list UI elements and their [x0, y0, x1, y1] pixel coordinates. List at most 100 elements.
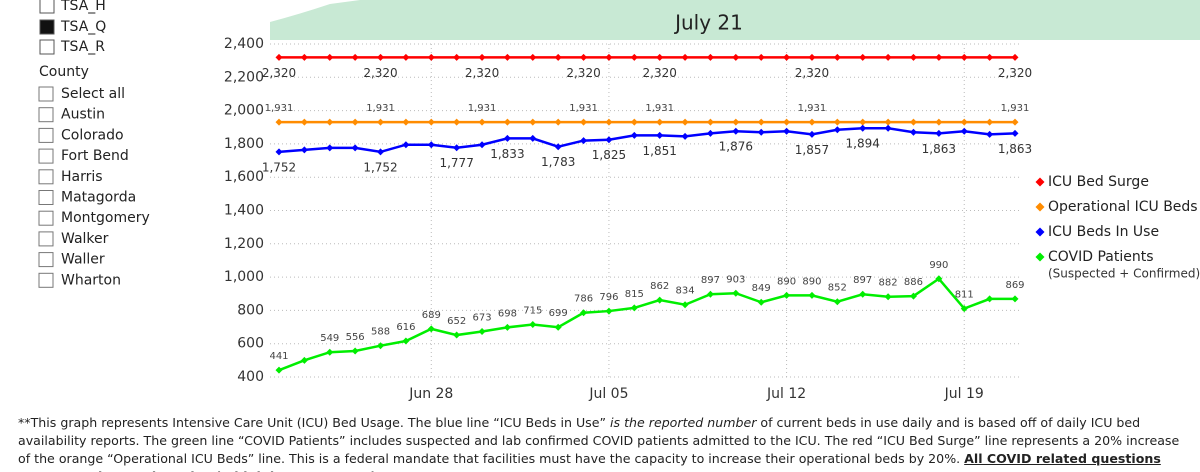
- point: [909, 118, 917, 126]
- slicer-item[interactable]: Waller: [61, 252, 105, 268]
- data-label: 1,931: [569, 103, 598, 114]
- checkbox[interactable]: [38, 148, 54, 164]
- point: [960, 127, 968, 135]
- data-label: 699: [549, 308, 568, 319]
- data-label: 1,931: [366, 103, 395, 114]
- slicer-item[interactable]: Select all: [61, 86, 125, 102]
- point: [1011, 53, 1019, 61]
- checkbox[interactable]: [38, 107, 54, 123]
- checkbox[interactable]: [38, 210, 54, 226]
- point: [402, 53, 410, 61]
- legend-label: COVID Patients: [1048, 249, 1154, 265]
- point: [351, 144, 359, 152]
- point: [478, 118, 486, 126]
- data-label: 903: [726, 274, 745, 285]
- point: [706, 290, 714, 298]
- data-label: 990: [929, 260, 948, 271]
- point: [377, 342, 385, 350]
- checkbox[interactable]: [39, 0, 55, 14]
- point: [300, 356, 308, 364]
- slicer-item[interactable]: Wharton: [61, 272, 121, 288]
- point: [478, 141, 486, 149]
- data-label: 786: [574, 294, 593, 305]
- point: [630, 304, 638, 312]
- point: [783, 291, 791, 299]
- checkbox[interactable]: [38, 86, 54, 102]
- data-label: 1,857: [795, 143, 829, 157]
- checkbox[interactable]: [39, 39, 55, 55]
- checkbox[interactable]: [38, 252, 54, 268]
- point: [757, 53, 765, 61]
- data-label: 2,320: [465, 66, 499, 80]
- slicer-item[interactable]: Harris: [61, 169, 103, 185]
- point: [986, 53, 994, 61]
- data-label: 2,320: [566, 66, 600, 80]
- point: [706, 118, 714, 126]
- point: [605, 136, 613, 144]
- note-text: is the reported number: [610, 415, 757, 430]
- y-tick-label: 2,000: [224, 103, 264, 119]
- point: [402, 118, 410, 126]
- legend-marker: [1035, 252, 1045, 262]
- slicer-item[interactable]: TSA_R: [60, 39, 105, 55]
- legend-marker: [1035, 177, 1045, 187]
- point: [351, 118, 359, 126]
- data-label: 2,320: [998, 66, 1032, 80]
- checkbox[interactable]: [38, 272, 54, 288]
- point: [783, 53, 791, 61]
- data-label: 862: [650, 281, 669, 292]
- checkbox[interactable]: [38, 169, 54, 185]
- point: [275, 118, 283, 126]
- point: [706, 53, 714, 61]
- point: [554, 118, 562, 126]
- note-text: All COVID related questions represent th…: [18, 451, 1161, 472]
- data-label: 882: [879, 278, 898, 289]
- y-tick-label: 2,200: [224, 69, 264, 85]
- point: [1011, 118, 1019, 126]
- point: [580, 137, 588, 145]
- slicer-item[interactable]: Colorado: [61, 127, 124, 143]
- point: [630, 53, 638, 61]
- point: [554, 143, 562, 151]
- legend-marker: [1035, 202, 1045, 212]
- data-label: 441: [269, 351, 288, 362]
- slicer-item[interactable]: Matagorda: [61, 190, 136, 206]
- point: [935, 129, 943, 137]
- point: [909, 128, 917, 136]
- point: [275, 366, 283, 374]
- point: [554, 53, 562, 61]
- point: [656, 296, 664, 304]
- point: [706, 129, 714, 137]
- data-label: 890: [777, 276, 796, 287]
- point: [377, 118, 385, 126]
- point: [300, 118, 308, 126]
- checkbox[interactable]: [39, 19, 55, 35]
- slicer-item[interactable]: Montgomery: [61, 210, 150, 226]
- data-label: 616: [396, 322, 415, 333]
- data-label: 1,931: [645, 103, 674, 114]
- checkbox[interactable]: [38, 231, 54, 247]
- point: [859, 53, 867, 61]
- point: [808, 291, 816, 299]
- point: [960, 53, 968, 61]
- checkbox[interactable]: [38, 127, 54, 143]
- y-tick-label: 1,800: [224, 136, 264, 152]
- data-label: 1,825: [592, 148, 626, 162]
- point: [833, 118, 841, 126]
- data-label: 2,320: [643, 66, 677, 80]
- data-label: 834: [676, 286, 695, 297]
- checkbox[interactable]: [38, 190, 54, 205]
- point: [656, 53, 664, 61]
- slicer-item[interactable]: TSA_H: [60, 0, 106, 14]
- data-label: 1,777: [439, 156, 473, 170]
- y-tick-label: 1,400: [224, 203, 264, 219]
- slicer-item[interactable]: TSA_Q: [60, 19, 106, 35]
- point: [681, 301, 689, 309]
- point: [808, 130, 816, 138]
- point: [732, 53, 740, 61]
- slicer-item[interactable]: Walker: [61, 231, 109, 247]
- slicer-item[interactable]: Fort Bend: [61, 148, 129, 164]
- y-tick-label: 1,600: [224, 169, 264, 185]
- slicer-item[interactable]: Austin: [61, 107, 105, 123]
